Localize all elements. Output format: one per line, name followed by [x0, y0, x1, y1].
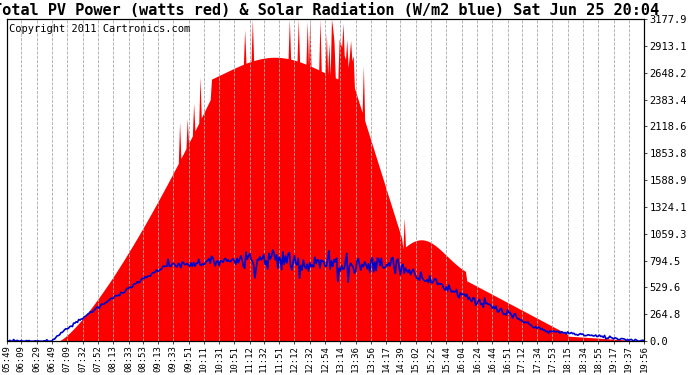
Title: Total PV Power (watts red) & Solar Radiation (W/m2 blue) Sat Jun 25 20:04: Total PV Power (watts red) & Solar Radia… — [0, 3, 659, 18]
Text: Copyright 2011 Cartronics.com: Copyright 2011 Cartronics.com — [8, 24, 190, 34]
